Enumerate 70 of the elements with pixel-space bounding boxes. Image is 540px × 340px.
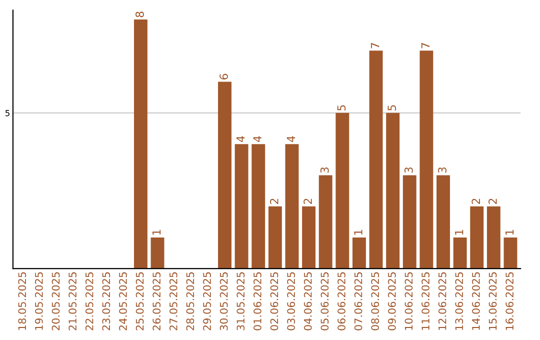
x-tick-label: 22.05.2025 [85, 272, 94, 330]
bar [318, 175, 332, 269]
bar [252, 144, 266, 269]
data-label: 8 [136, 12, 144, 18]
x-tick-label: 12.06.2025 [438, 272, 446, 330]
data-label: 7 [370, 42, 380, 48]
bar [268, 206, 282, 269]
bar [234, 144, 248, 269]
data-label: 1 [505, 230, 514, 235]
data-label: 4 [286, 136, 296, 142]
x-tick-label: 23.05.2025 [102, 272, 110, 330]
data-label: 1 [455, 230, 464, 235]
x-tick-label: 18.05.2025 [18, 272, 26, 330]
bar [218, 82, 232, 269]
bar [150, 237, 164, 269]
x-tick-label: 16.06.2025 [506, 272, 514, 330]
x-tick-label: 02.06.2025 [270, 272, 278, 330]
x-tick-label: 15.06.2025 [488, 272, 497, 330]
data-label: 2 [488, 198, 497, 204]
bar [470, 206, 484, 269]
x-tick-label: 21.05.2025 [68, 272, 76, 330]
data-label: 5 [388, 105, 396, 111]
data-label: 2 [270, 198, 278, 204]
data-label: 1 [354, 230, 362, 235]
bar [504, 237, 518, 269]
x-tick-label: 06.06.2025 [338, 272, 346, 330]
data-label: 6 [220, 74, 228, 80]
bar [486, 206, 500, 269]
bar [386, 112, 400, 269]
bar [420, 50, 434, 269]
x-tick-label: 30.05.2025 [220, 272, 228, 330]
x-tick-label: 25.05.2025 [136, 272, 144, 330]
x-tick-label: 08.06.2025 [371, 272, 380, 330]
x-tick-label: 11.06.2025 [422, 272, 430, 330]
data-label: 2 [472, 198, 480, 204]
data-label: 4 [253, 136, 262, 142]
data-label: 3 [320, 167, 329, 173]
x-tick-label: 13.06.2025 [455, 272, 464, 330]
x-tick-label: 04.06.2025 [304, 272, 312, 330]
bar [369, 50, 383, 269]
bar [352, 237, 366, 269]
x-tick-label: 01.06.2025 [254, 272, 262, 330]
x-tick-label: 29.05.2025 [203, 272, 211, 330]
x-tick-label: 05.06.2025 [320, 272, 329, 330]
x-tick-label: 19.05.2025 [34, 272, 43, 330]
bar [134, 20, 148, 269]
bar [402, 175, 416, 269]
x-tick-label: 28.05.2025 [186, 272, 194, 330]
data-label: 7 [421, 42, 430, 48]
x-tick-label: 26.05.2025 [152, 272, 161, 330]
bar [436, 175, 450, 269]
x-tick-label: 27.05.2025 [169, 272, 178, 330]
x-tick-label: 20.05.2025 [52, 272, 60, 330]
data-label: 1 [152, 230, 161, 235]
x-tick-label: 07.06.2025 [354, 272, 362, 330]
data-label: 5 [337, 105, 346, 111]
x-tick-label: 14.06.2025 [472, 272, 480, 330]
x-tick-label: 31.05.2025 [236, 272, 245, 330]
x-tick-label: 09.06.2025 [388, 272, 396, 330]
bar [302, 206, 316, 269]
data-label: 4 [236, 136, 245, 142]
data-label: 2 [304, 198, 312, 204]
x-tick-label: 24.05.2025 [119, 272, 127, 330]
x-tick-label: 03.06.2025 [287, 272, 295, 330]
data-label: 3 [438, 167, 446, 173]
x-tick-label: 10.06.2025 [404, 272, 413, 330]
bar [285, 144, 299, 269]
bar [453, 237, 467, 269]
data-label: 3 [404, 167, 413, 173]
bar [336, 112, 350, 269]
